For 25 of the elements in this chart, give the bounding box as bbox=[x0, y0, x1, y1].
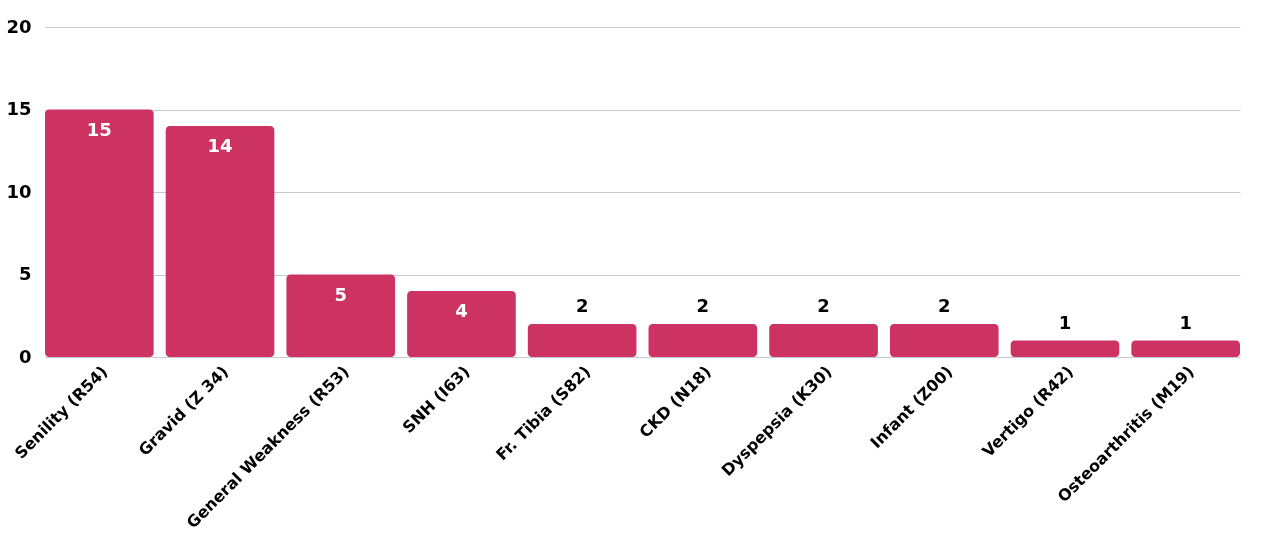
data-label: 5 bbox=[334, 283, 347, 305]
bar bbox=[165, 126, 275, 357]
data-label: 4 bbox=[455, 300, 468, 321]
data-label: 2 bbox=[817, 295, 830, 316]
y-tick-label: 5 bbox=[18, 263, 32, 284]
data-label: 1 bbox=[1179, 311, 1192, 333]
bar bbox=[648, 324, 758, 357]
bar bbox=[45, 109, 154, 357]
data-label: 14 bbox=[207, 135, 233, 156]
data-label: 2 bbox=[938, 295, 951, 316]
y-tick-label: 0 bbox=[18, 345, 32, 367]
data-label: 1 bbox=[1058, 311, 1072, 333]
data-label: 2 bbox=[696, 295, 710, 316]
data-label: 15 bbox=[86, 118, 112, 140]
y-tick-label: 10 bbox=[6, 180, 32, 202]
bar bbox=[1010, 340, 1120, 357]
bar bbox=[527, 324, 637, 357]
bar bbox=[889, 324, 999, 357]
data-label: 2 bbox=[575, 295, 589, 316]
bar bbox=[769, 324, 878, 357]
bar bbox=[1131, 340, 1240, 357]
bar bbox=[407, 291, 516, 357]
y-tick-label: 20 bbox=[6, 15, 32, 37]
bar bbox=[286, 274, 396, 357]
y-tick-label: 15 bbox=[6, 98, 32, 119]
